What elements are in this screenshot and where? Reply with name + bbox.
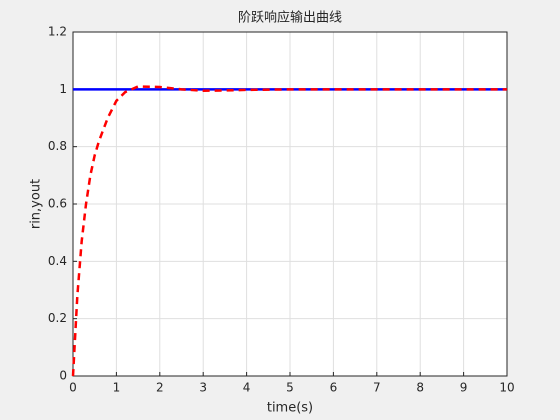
- x-tick-label: 4: [243, 381, 251, 395]
- x-tick-label: 10: [499, 381, 514, 395]
- y-tick-label: 1: [59, 82, 67, 96]
- y-tick-label: 0.6: [48, 197, 67, 211]
- x-tick-label: 2: [156, 381, 164, 395]
- x-tick-label: 1: [113, 381, 121, 395]
- x-tick-label: 5: [286, 381, 294, 395]
- x-tick-label: 7: [373, 381, 381, 395]
- y-tick-label: 0.4: [48, 254, 67, 268]
- x-axis-label: time(s): [267, 401, 313, 416]
- y-axis-label: rin,yout: [29, 179, 44, 229]
- x-tick-label: 3: [199, 381, 207, 395]
- chart-title: 阶跃响应输出曲线: [238, 10, 342, 26]
- y-tick-label: 1.2: [48, 25, 67, 39]
- axes-box: [72, 31, 508, 377]
- x-tick-label: 9: [460, 381, 468, 395]
- x-tick-label: 6: [330, 381, 338, 395]
- y-tick-label: 0.2: [48, 311, 67, 325]
- y-tick-label: 0: [59, 369, 67, 383]
- x-tick-label: 0: [69, 381, 77, 395]
- line-series: [71, 85, 507, 377]
- y-tick-label: 0.8: [48, 139, 67, 153]
- x-tick-label: 8: [416, 381, 424, 395]
